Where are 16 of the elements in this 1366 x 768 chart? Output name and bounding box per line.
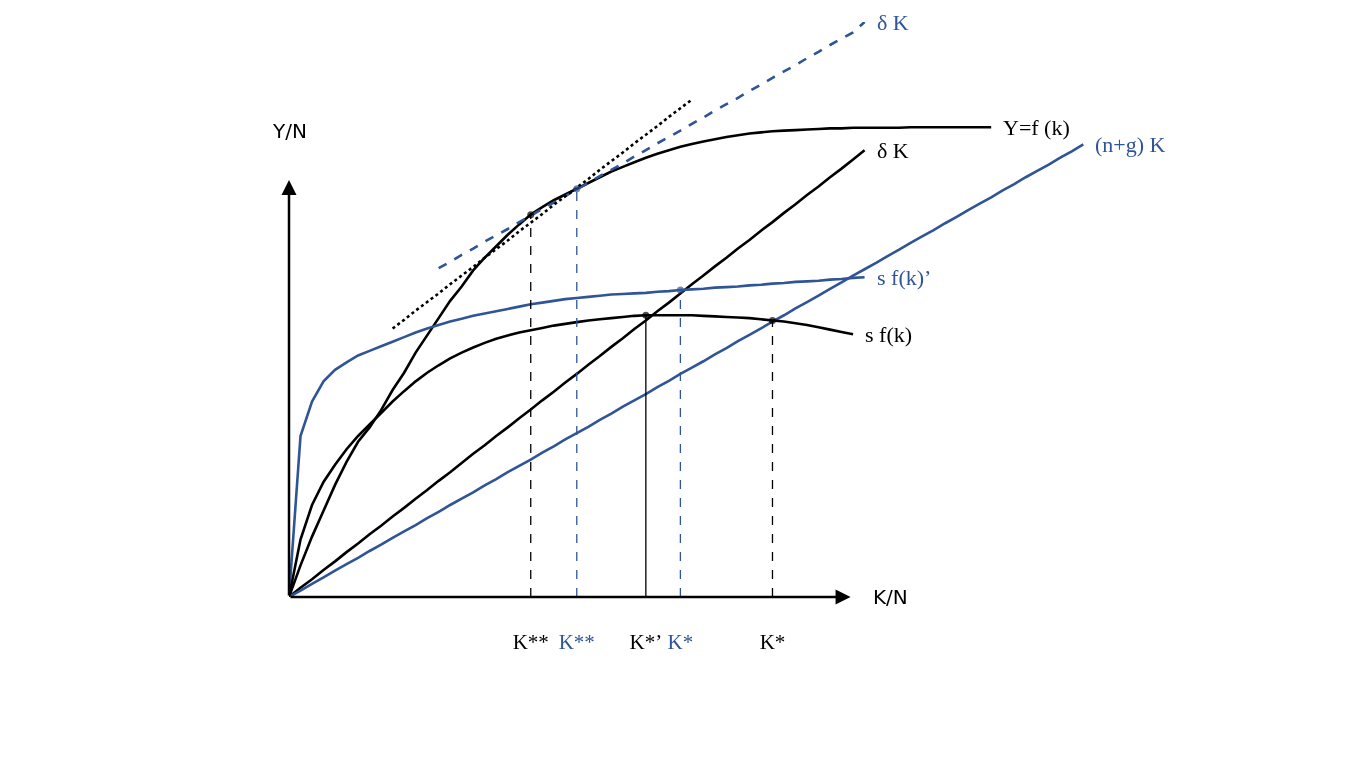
point — [573, 185, 581, 193]
series-label: Y=f (k) — [1003, 115, 1070, 140]
x-tick-label: K* — [759, 630, 786, 654]
series-label: s f(k)’ — [877, 265, 932, 290]
x-axis-title: K/N — [873, 585, 908, 609]
series-label: δ K — [877, 10, 909, 35]
x-tick-label: K* — [667, 630, 694, 654]
x-tick-label: K** — [512, 630, 549, 654]
x-tick-label: K*’ — [629, 630, 663, 654]
series-label: (n+g) K — [1095, 132, 1166, 157]
point — [676, 286, 684, 294]
series-label: s f(k) — [865, 322, 913, 347]
y-axis-title: Y/N — [272, 119, 307, 143]
series-label: δ K — [877, 138, 909, 163]
point — [642, 311, 650, 319]
x-tick-label: K** — [558, 630, 595, 654]
